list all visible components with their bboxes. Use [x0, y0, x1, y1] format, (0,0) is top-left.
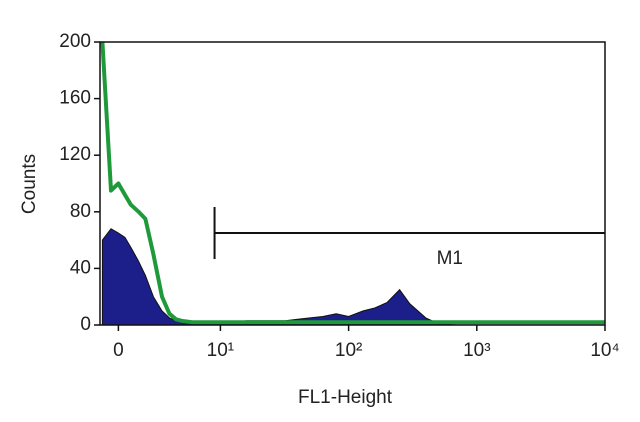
- marker-label: M1: [437, 248, 463, 269]
- plot-frame: [99, 41, 606, 326]
- x-tick-label: 0: [113, 340, 124, 361]
- y-tick-label: 0: [80, 314, 91, 335]
- y-tick-label: 120: [59, 144, 91, 165]
- y-tick-label: 80: [70, 201, 91, 222]
- x-axis-label: FL1-Height: [298, 387, 393, 408]
- x-tick-label: 10¹: [207, 340, 234, 361]
- x-tick-label: 10³: [463, 340, 490, 361]
- x-tick-label: 10²: [335, 340, 362, 361]
- y-axis-label: Counts: [19, 154, 40, 214]
- y-tick-label: 160: [59, 88, 91, 109]
- y-tick-label: 40: [70, 257, 91, 278]
- x-tick-label: 10⁴: [590, 340, 619, 361]
- histogram-area: [101, 228, 605, 326]
- y-tick-label: 200: [59, 31, 91, 52]
- histogram-line: [100, 41, 605, 325]
